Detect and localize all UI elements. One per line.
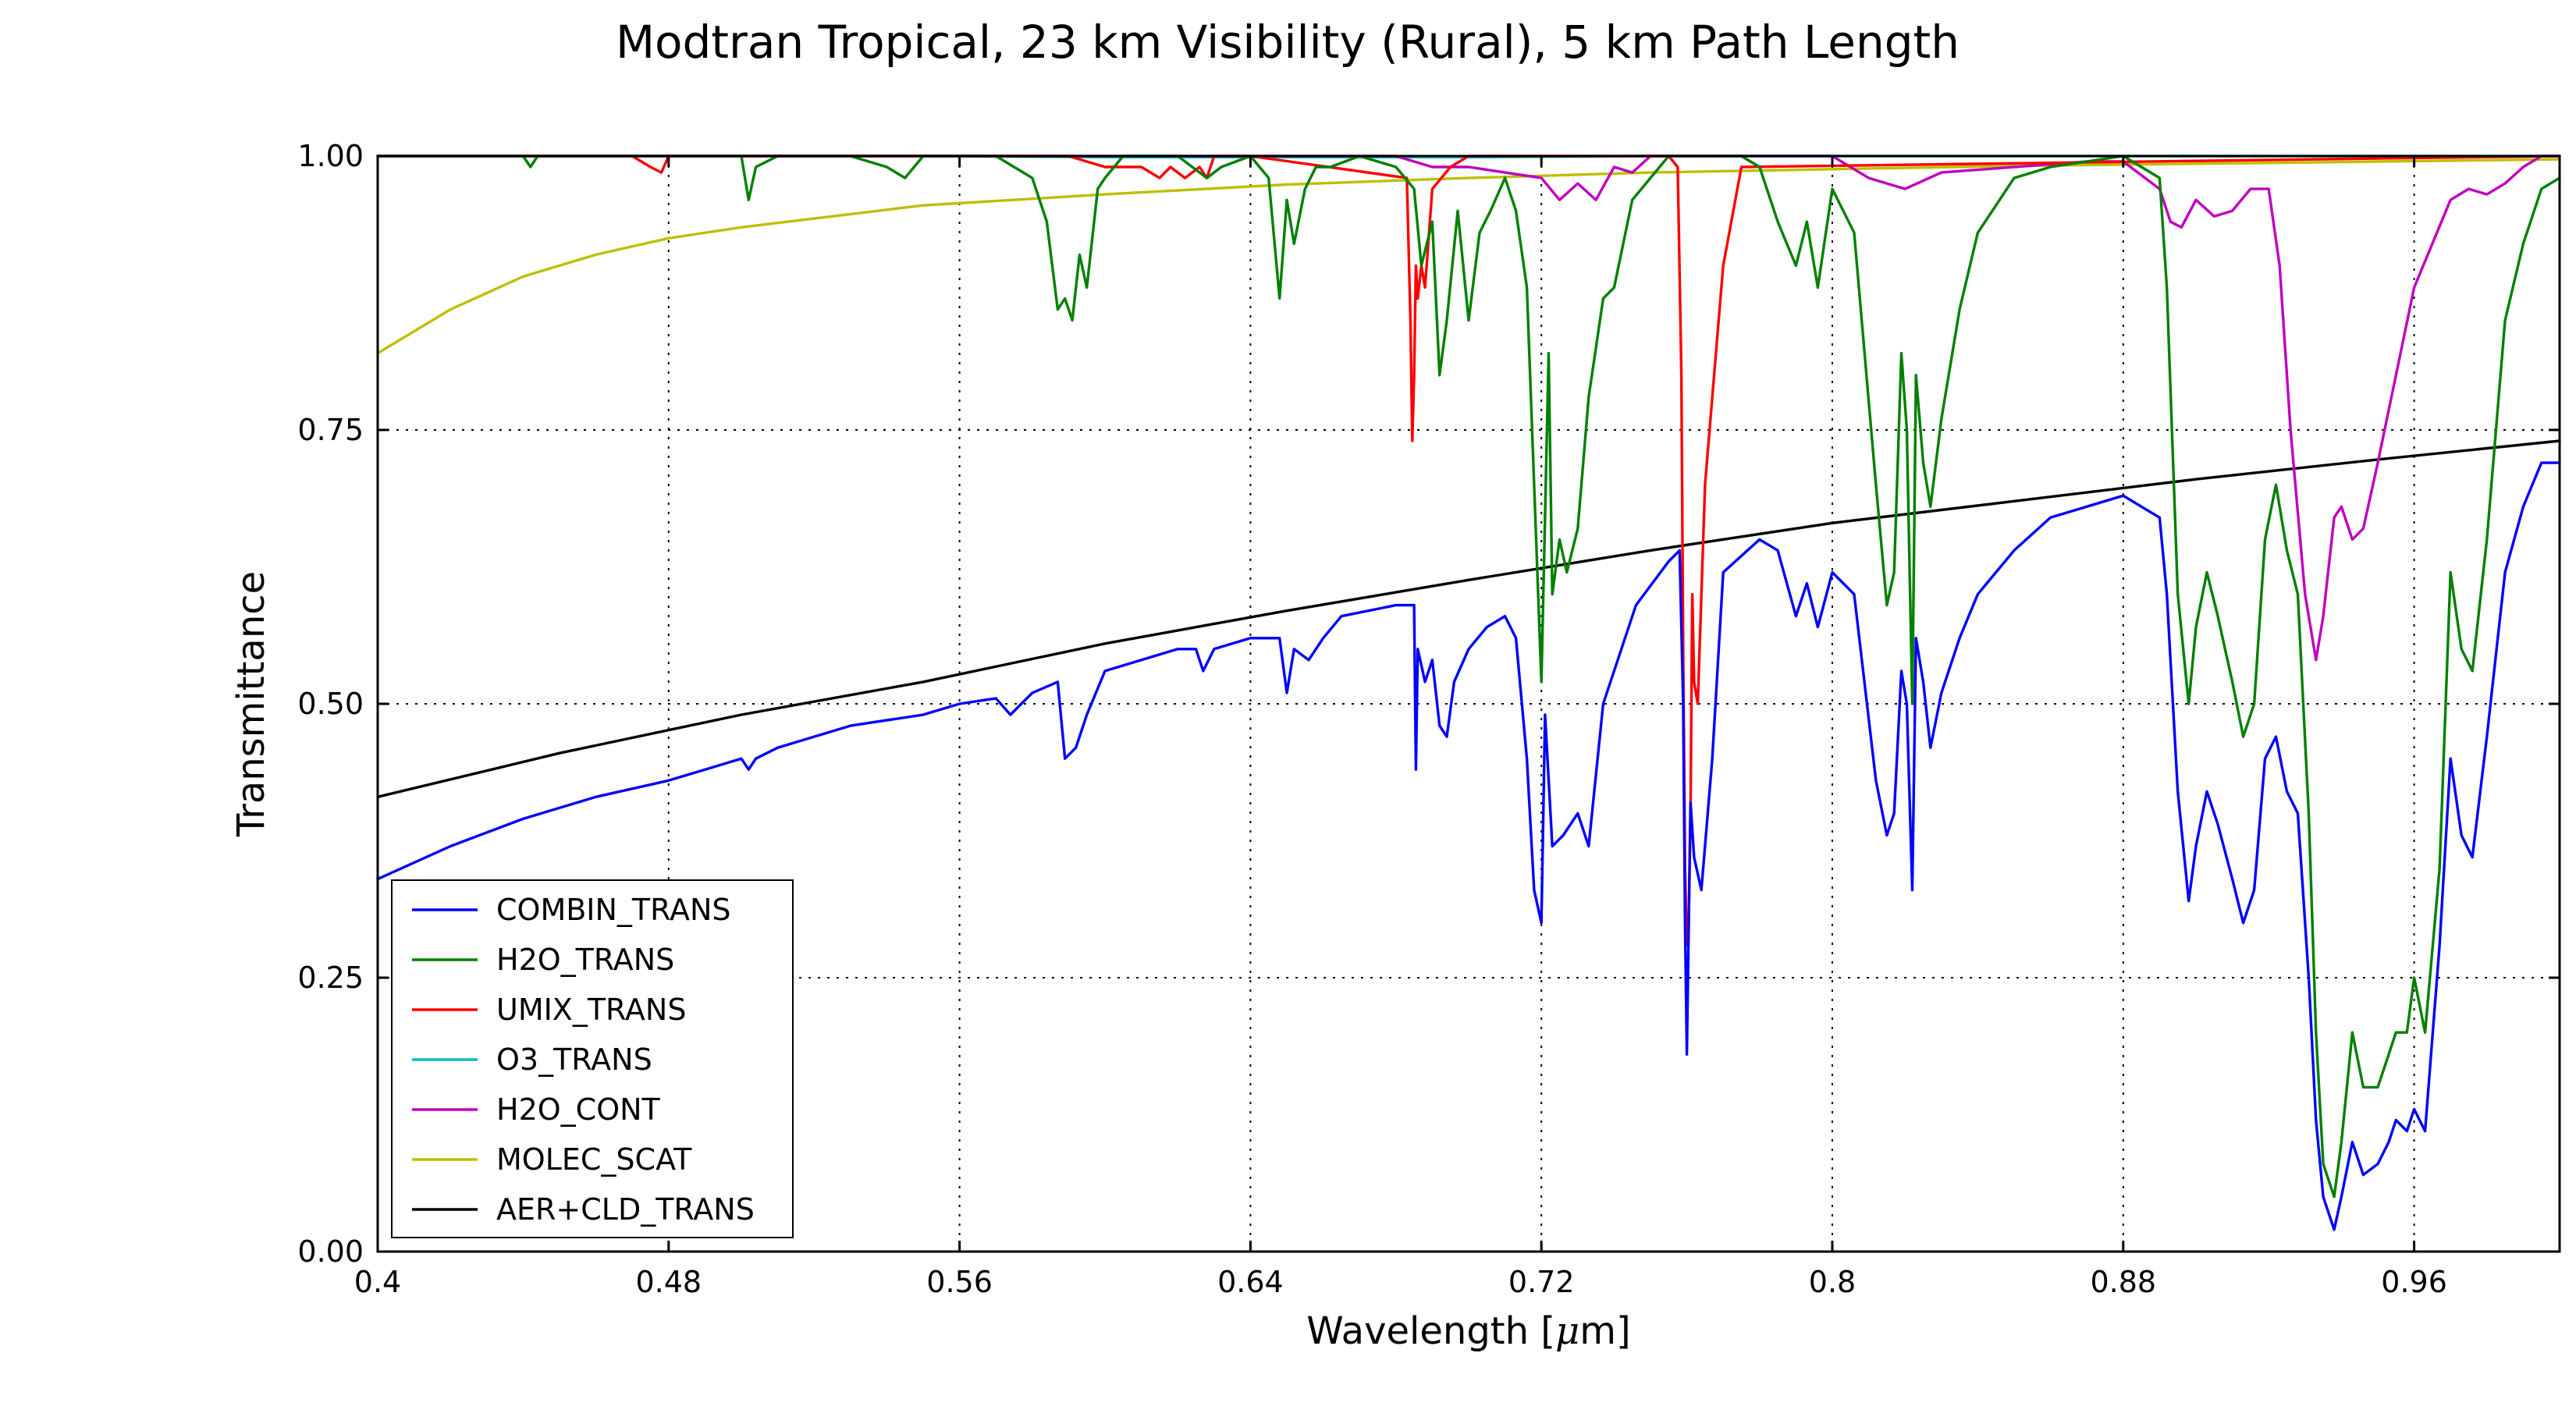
y-axis-label: Transmittance — [229, 571, 273, 837]
series-line-aer-cld-trans — [376, 439, 2561, 798]
chart-title: Modtran Tropical, 23 km Visibility (Rura… — [616, 16, 1960, 69]
grid — [378, 156, 2560, 1252]
x-tick-label: 0.4 — [354, 1265, 401, 1299]
y-tick-labels: 0.00 0.25 0.50 0.75 1.00 — [297, 139, 364, 1269]
series-line-molec-scat — [376, 158, 2561, 355]
legend: COMBIN_TRANS H2O_TRANS UMIX_TRANS O3_TRANS H… — [391, 879, 794, 1238]
series-line-h2o-cont — [376, 154, 2561, 662]
legend-label-o3-trans: O3_TRANS — [496, 1042, 652, 1077]
legend-items: COMBIN_TRANS H2O_TRANS UMIX_TRANS O3_TRANS H… — [412, 893, 755, 1227]
x-axis-label-text: Wavelength [ — [1306, 1309, 1555, 1353]
x-axis-label-mu: μ — [1555, 1309, 1579, 1353]
series-line-umix-trans — [376, 154, 2561, 946]
y-tick-label: 0.75 — [297, 413, 364, 447]
y-tick-label: 0.50 — [297, 687, 364, 721]
legend-label-h2o-trans: H2O_TRANS — [496, 943, 674, 977]
x-tick-label: 0.8 — [1809, 1265, 1856, 1299]
y-tick-label: 1.00 — [297, 139, 364, 173]
legend-label-combin-trans: COMBIN_TRANS — [496, 893, 731, 927]
series-line-combin-trans — [376, 461, 2561, 1231]
x-tick-labels: 0.4 0.48 0.56 0.64 0.72 0.8 0.88 0.96 — [354, 1265, 2447, 1299]
y-tick-label: 0.00 — [297, 1234, 364, 1269]
x-tick-label: 0.48 — [635, 1265, 702, 1299]
x-tick-label: 0.88 — [2090, 1265, 2156, 1299]
x-tick-label: 0.56 — [926, 1265, 993, 1299]
x-axis-label-unit: m] — [1579, 1309, 1630, 1353]
legend-label-umix-trans: UMIX_TRANS — [496, 993, 686, 1027]
x-axis-label: Wavelength [μm] — [1306, 1309, 1630, 1353]
x-tick-label: 0.72 — [1508, 1265, 1575, 1299]
ticks — [376, 154, 2560, 1253]
x-tick-label: 0.64 — [1217, 1265, 1284, 1299]
legend-label-aer-cld-trans: AER+CLD_TRANS — [496, 1192, 755, 1227]
legend-label-h2o-cont: H2O_CONT — [496, 1092, 661, 1127]
series-line-h2o-trans — [376, 154, 2561, 1199]
legend-label-molec-scat: MOLEC_SCAT — [496, 1142, 692, 1177]
x-tick-label: 0.96 — [2381, 1265, 2447, 1299]
y-tick-label: 0.25 — [297, 961, 364, 995]
